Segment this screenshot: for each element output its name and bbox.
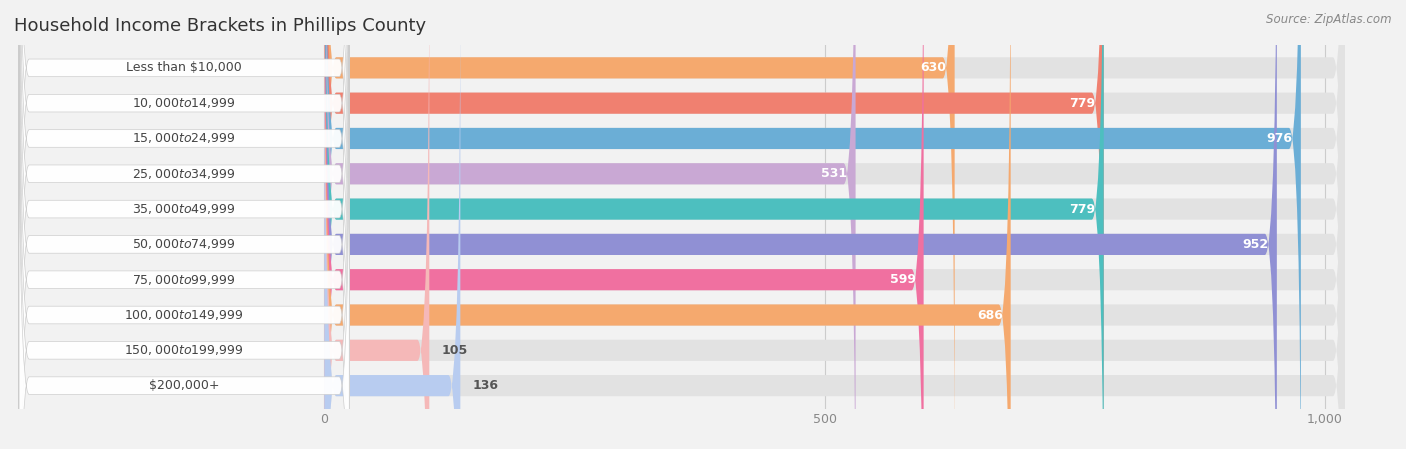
Text: 976: 976 bbox=[1267, 132, 1294, 145]
FancyBboxPatch shape bbox=[325, 0, 1277, 449]
Text: 686: 686 bbox=[977, 308, 1002, 321]
FancyBboxPatch shape bbox=[325, 0, 1346, 449]
FancyBboxPatch shape bbox=[325, 0, 1301, 449]
Text: $75,000 to $99,999: $75,000 to $99,999 bbox=[132, 273, 236, 287]
Text: 779: 779 bbox=[1070, 202, 1095, 216]
FancyBboxPatch shape bbox=[325, 0, 1104, 449]
FancyBboxPatch shape bbox=[20, 6, 349, 449]
Text: $35,000 to $49,999: $35,000 to $49,999 bbox=[132, 202, 236, 216]
Text: $200,000+: $200,000+ bbox=[149, 379, 219, 392]
FancyBboxPatch shape bbox=[325, 0, 1104, 449]
Text: $15,000 to $24,999: $15,000 to $24,999 bbox=[132, 132, 236, 145]
FancyBboxPatch shape bbox=[325, 0, 460, 449]
FancyBboxPatch shape bbox=[325, 0, 1346, 449]
FancyBboxPatch shape bbox=[20, 0, 349, 448]
FancyBboxPatch shape bbox=[325, 0, 1346, 449]
Text: 136: 136 bbox=[472, 379, 498, 392]
Text: Source: ZipAtlas.com: Source: ZipAtlas.com bbox=[1267, 13, 1392, 26]
FancyBboxPatch shape bbox=[325, 0, 1346, 449]
Text: 952: 952 bbox=[1243, 238, 1268, 251]
FancyBboxPatch shape bbox=[20, 0, 349, 449]
Text: $25,000 to $34,999: $25,000 to $34,999 bbox=[132, 167, 236, 181]
FancyBboxPatch shape bbox=[20, 0, 349, 449]
FancyBboxPatch shape bbox=[325, 0, 1346, 449]
FancyBboxPatch shape bbox=[20, 0, 349, 449]
FancyBboxPatch shape bbox=[20, 0, 349, 449]
FancyBboxPatch shape bbox=[325, 0, 1346, 449]
Text: Household Income Brackets in Phillips County: Household Income Brackets in Phillips Co… bbox=[14, 17, 426, 35]
FancyBboxPatch shape bbox=[325, 0, 1346, 449]
Text: $50,000 to $74,999: $50,000 to $74,999 bbox=[132, 238, 236, 251]
Text: 531: 531 bbox=[821, 167, 848, 180]
Text: Less than $10,000: Less than $10,000 bbox=[127, 62, 242, 75]
FancyBboxPatch shape bbox=[325, 0, 955, 449]
FancyBboxPatch shape bbox=[20, 0, 349, 412]
Text: 105: 105 bbox=[441, 344, 468, 357]
FancyBboxPatch shape bbox=[325, 0, 924, 449]
Text: $100,000 to $149,999: $100,000 to $149,999 bbox=[125, 308, 243, 322]
Text: 779: 779 bbox=[1070, 97, 1095, 110]
Text: $150,000 to $199,999: $150,000 to $199,999 bbox=[125, 343, 243, 357]
FancyBboxPatch shape bbox=[325, 0, 429, 449]
FancyBboxPatch shape bbox=[20, 0, 349, 449]
Text: $10,000 to $14,999: $10,000 to $14,999 bbox=[132, 96, 236, 110]
FancyBboxPatch shape bbox=[20, 41, 349, 449]
FancyBboxPatch shape bbox=[325, 0, 1011, 449]
FancyBboxPatch shape bbox=[325, 0, 1346, 449]
FancyBboxPatch shape bbox=[325, 0, 856, 449]
Text: 599: 599 bbox=[890, 273, 915, 286]
Text: 630: 630 bbox=[921, 62, 946, 75]
FancyBboxPatch shape bbox=[325, 0, 1346, 449]
FancyBboxPatch shape bbox=[325, 0, 1346, 449]
FancyBboxPatch shape bbox=[20, 0, 349, 449]
